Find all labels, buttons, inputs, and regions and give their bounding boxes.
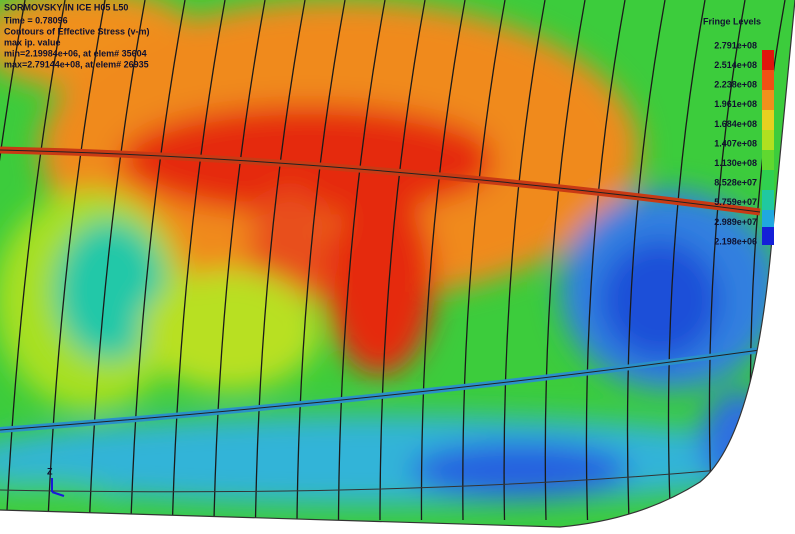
frame-line xyxy=(420,0,466,521)
fringe-bar xyxy=(762,50,774,245)
frame-line xyxy=(254,0,306,521)
header-line: Contours of Effective Stress (v-m) xyxy=(4,26,150,36)
axis-label: Z xyxy=(47,466,53,476)
model-title: SORMOVSKY IN ICE H05 L50 xyxy=(4,2,128,12)
legend-level: 8.528e+07 xyxy=(714,178,757,188)
legend-level: 1.684e+08 xyxy=(714,119,757,129)
legend-level: 1.407e+08 xyxy=(714,138,757,148)
legend-level: 2.989e+07 xyxy=(714,217,757,227)
frame-line xyxy=(379,0,426,521)
header-line: Time = 0.78096 xyxy=(4,15,68,25)
frame-line xyxy=(337,0,386,521)
frame-line xyxy=(130,0,186,521)
legend-title: Fringe Levels xyxy=(703,16,761,26)
frame-line xyxy=(296,0,346,521)
legend-level: 5.759e+07 xyxy=(714,197,757,207)
header-line: max=2.79144e+08, at elem# 26935 xyxy=(4,59,149,69)
frame-line xyxy=(47,0,106,521)
frame-line xyxy=(0,0,26,521)
header-line: max ip. value xyxy=(4,37,61,47)
header-line: min=2.19984e+06, at elem# 35604 xyxy=(4,48,147,58)
frame-line xyxy=(667,0,706,521)
legend-level: 1.961e+08 xyxy=(714,99,757,109)
legend-level: 1.130e+08 xyxy=(714,158,757,168)
frame-line xyxy=(171,0,226,521)
legend-level: 2.514e+08 xyxy=(714,60,757,70)
frame-line xyxy=(544,0,586,521)
legend-level: 2.238e+08 xyxy=(714,80,757,90)
frame-line xyxy=(708,0,746,521)
legend-level: 2.791e+08 xyxy=(714,40,757,50)
frame-line xyxy=(213,0,266,521)
frame-line xyxy=(626,0,666,521)
legend-level: 2.198e+06 xyxy=(714,236,757,246)
frame-line xyxy=(503,0,546,521)
frame-line xyxy=(585,0,626,521)
frame-line xyxy=(462,0,506,521)
frame-line xyxy=(88,0,146,521)
frame-line xyxy=(5,0,66,521)
axis-triad: Z xyxy=(47,466,65,497)
